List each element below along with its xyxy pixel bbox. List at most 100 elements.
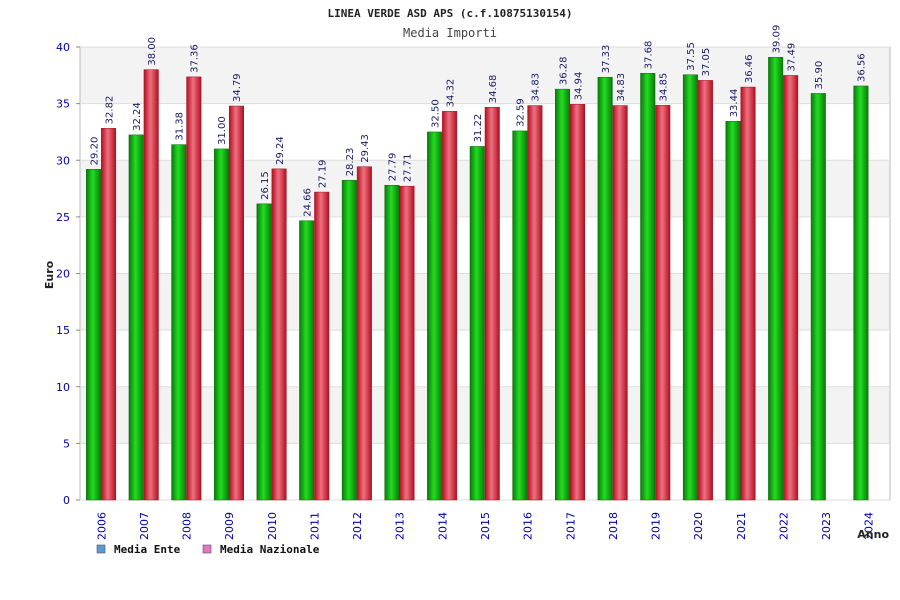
bar-media-ente-2022 [768, 57, 784, 501]
x-tick-label: 2011 [308, 512, 321, 540]
bar-media-nazionale-2011 [314, 191, 330, 501]
x-tick-label: 2010 [266, 512, 279, 540]
bar-media-nazionale-2009 [228, 105, 244, 501]
value-label: 32.50 [430, 99, 441, 128]
y-axis-ticks: 0 5 10 15 20 25 30 35 40 [56, 41, 80, 507]
y-tick-label: 0 [63, 494, 70, 507]
bar-media-ente-2024 [853, 85, 869, 501]
value-label: 27.79 [388, 153, 399, 182]
bar-media-ente-2010 [256, 203, 272, 501]
legend-label-media-nazionale: Media Nazionale [220, 543, 320, 556]
bar-media-ente-2011 [299, 220, 315, 501]
value-label: 31.22 [473, 114, 484, 143]
bar-media-nazionale-2017 [570, 104, 586, 501]
value-label: 39.09 [771, 25, 782, 54]
bar-media-ente-2006 [86, 169, 102, 501]
value-label: 37.36 [190, 44, 201, 73]
x-tick-label: 2013 [394, 512, 407, 540]
y-tick-label: 35 [56, 98, 70, 111]
bar-media-nazionale-2015 [484, 106, 500, 501]
bar-media-ente-2007 [128, 134, 144, 501]
x-tick-label: 2006 [95, 512, 108, 540]
bar-media-nazionale-2007 [143, 69, 159, 501]
value-label: 37.05 [701, 48, 712, 77]
value-label: 36.46 [744, 54, 755, 83]
bar-media-ente-2018 [597, 76, 613, 501]
bar-media-nazionale-2022 [783, 75, 799, 501]
x-tick-label: 2022 [777, 512, 790, 540]
value-label: 34.83 [616, 73, 627, 102]
x-tick-label: 2019 [650, 512, 663, 540]
legend-label-media-ente: Media Ente [114, 543, 181, 556]
value-label: 34.85 [659, 73, 670, 102]
value-label: 36.28 [558, 56, 569, 85]
x-tick-label: 2015 [479, 512, 492, 540]
value-label: 32.82 [104, 96, 115, 125]
x-tick-label: 2021 [735, 512, 748, 540]
bar-media-nazionale-2014 [442, 111, 458, 501]
x-tick-label: 2020 [692, 512, 705, 540]
value-label: 29.43 [360, 134, 371, 163]
chart-title: LINEA VERDE ASD APS (c.f.10875130154) [327, 7, 572, 20]
y-tick-label: 10 [56, 381, 70, 394]
y-tick-label: 5 [63, 437, 70, 450]
y-tick-label: 15 [56, 324, 70, 337]
bars [86, 57, 869, 501]
value-label: 38.00 [147, 37, 158, 66]
y-axis-label: Euro [43, 260, 56, 289]
x-axis-label: Anno [857, 528, 889, 541]
bar-media-ente-2016 [512, 130, 528, 501]
y-tick-label: 40 [56, 41, 70, 54]
value-label: 37.49 [786, 43, 797, 72]
value-label: 34.83 [531, 73, 542, 102]
value-label: 33.44 [729, 89, 740, 118]
bar-media-ente-2020 [682, 74, 698, 501]
value-label: 28.23 [345, 148, 356, 177]
bar-media-ente-2008 [171, 144, 187, 501]
bar-media-nazionale-2019 [655, 105, 671, 501]
bar-media-nazionale-2012 [356, 166, 372, 501]
legend-swatch-media-ente [96, 544, 106, 554]
bar-media-ente-2021 [725, 121, 741, 501]
x-axis-ticks: 2006 2007 2008 2009 2010 2011 2012 2013 2014 2015… [95, 512, 875, 540]
bar-media-nazionale-2021 [740, 86, 756, 501]
y-tick-label: 20 [56, 268, 70, 281]
value-label: 31.38 [175, 112, 186, 141]
bar-media-nazionale-2020 [697, 80, 713, 501]
x-tick-label: 2023 [820, 512, 833, 540]
value-label: 26.15 [260, 171, 271, 200]
bar-media-ente-2023 [810, 93, 826, 501]
value-label: 34.94 [573, 72, 584, 101]
value-label: 29.20 [89, 137, 100, 166]
bar-media-ente-2017 [555, 88, 571, 501]
legend-swatch-media-nazionale [202, 544, 212, 554]
value-label: 24.66 [302, 188, 313, 217]
chart-subtitle: Media Importi [403, 26, 497, 40]
bar-media-nazionale-2008 [186, 76, 202, 501]
value-label: 32.24 [132, 102, 143, 131]
value-label: 37.68 [644, 41, 655, 70]
value-label: 27.71 [403, 154, 414, 183]
bar-media-nazionale-2016 [527, 105, 543, 501]
x-tick-label: 2018 [607, 512, 620, 540]
x-tick-label: 2024 [863, 512, 876, 540]
value-label: 37.55 [686, 42, 697, 71]
x-tick-label: 2017 [564, 512, 577, 540]
value-label: 27.19 [317, 159, 328, 188]
bar-media-ente-2015 [469, 146, 485, 501]
x-tick-label: 2012 [351, 512, 364, 540]
value-label: 34.32 [445, 79, 456, 108]
plot-band [80, 47, 890, 104]
value-label: 37.33 [601, 45, 612, 74]
bar-media-ente-2009 [213, 148, 229, 501]
bar-media-nazionale-2010 [271, 168, 287, 501]
bar-media-ente-2012 [341, 180, 357, 501]
bar-media-ente-2014 [427, 131, 443, 501]
value-label: 36.56 [857, 53, 868, 82]
value-label: 34.79 [232, 73, 243, 102]
bar-media-nazionale-2013 [399, 185, 415, 501]
bar-media-nazionale-2018 [612, 105, 628, 501]
bar-media-ente-2013 [384, 185, 400, 501]
y-tick-label: 25 [56, 211, 70, 224]
